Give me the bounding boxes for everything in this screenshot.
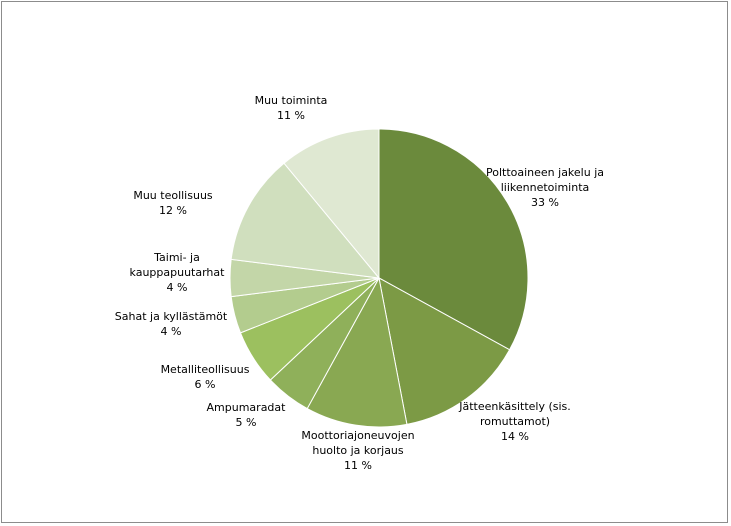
pie-slice [306, 276, 408, 428]
slice-name-label: Jätteenkäsittely (sis. [458, 400, 571, 413]
pie-slice [378, 277, 511, 425]
slice-name-label: Muu toiminta [255, 94, 328, 107]
slice-name-label: romuttamot) [480, 415, 550, 428]
slice-label: Moottoriajoneuvojen huolto ja korjaus 11 % [301, 429, 414, 472]
slice-name-label: liikennetoiminta [501, 181, 590, 194]
slice-name-label: Polttoaineen jakelu ja [486, 166, 604, 179]
slice-name-label: Moottoriajoneuvojen [301, 429, 414, 442]
slice-name-label: Ampumaradat [207, 401, 287, 414]
pie-slice [378, 128, 529, 351]
slice-name-label: huolto ja korjaus [312, 444, 404, 457]
slice-value-label: 12 % [159, 204, 187, 217]
slice-value-label: 5 % [236, 416, 257, 429]
slice-label: Muu teollisuus 12 % [133, 189, 213, 217]
slice-name-label: Muu teollisuus [133, 189, 213, 202]
slice-label: Jätteenkäsittely (sis. romuttamot) 14 % [458, 400, 571, 443]
slice-label: Taimi- ja kauppapuutarhat 4 % [130, 251, 226, 294]
slice-label: Polttoaineen jakelu ja liikennetoiminta 33… [486, 166, 604, 209]
slice-name-label: Metalliteollisuus [161, 363, 250, 376]
slice-value-label: 14 % [501, 430, 529, 443]
slice-label: Sahat ja kyllästämöt 4 % [115, 310, 228, 338]
slice-label: Muu toiminta 11 % [255, 94, 328, 122]
pie-slice [283, 128, 380, 280]
slice-name-label: kauppapuutarhat [130, 266, 226, 279]
slice-value-label: 6 % [195, 378, 216, 391]
slice-label: Ampumaradat 5 % [207, 401, 287, 429]
slice-value-label: 4 % [161, 325, 182, 338]
slice-value-label: 4 % [167, 281, 188, 294]
slice-value-label: 11 % [344, 459, 372, 472]
slice-name-label: Taimi- ja [153, 251, 200, 264]
slice-value-label: 33 % [531, 196, 559, 209]
slice-value-label: 11 % [277, 109, 305, 122]
slice-name-label: Sahat ja kyllästämöt [115, 310, 228, 323]
slice-label: Metalliteollisuus 6 % [161, 363, 250, 391]
pie-slice [230, 162, 381, 279]
